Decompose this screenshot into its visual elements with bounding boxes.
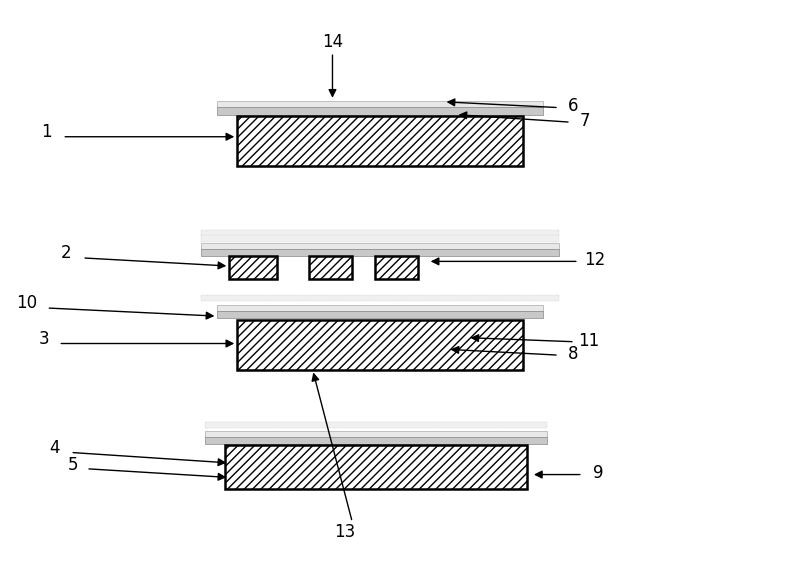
Text: 13: 13 [334, 523, 355, 540]
Bar [202, 295, 559, 301]
Bar [206, 431, 547, 437]
Text: 3: 3 [38, 330, 50, 349]
Bar [229, 256, 277, 279]
Text: 4: 4 [49, 439, 60, 457]
Text: 8: 8 [568, 345, 578, 363]
Bar [202, 249, 559, 256]
Bar [309, 256, 352, 279]
Bar [202, 230, 559, 236]
Bar [218, 107, 543, 115]
Text: 14: 14 [322, 34, 343, 51]
Bar [202, 243, 559, 249]
Bar [237, 116, 523, 166]
Text: 2: 2 [61, 244, 72, 262]
Text: 1: 1 [41, 123, 52, 141]
Text: 9: 9 [594, 464, 604, 482]
Text: 12: 12 [584, 250, 606, 269]
Text: 10: 10 [16, 295, 37, 312]
Text: 7: 7 [580, 112, 590, 130]
Text: 6: 6 [568, 98, 578, 115]
Bar [202, 235, 559, 242]
Bar [374, 256, 418, 279]
Text: 11: 11 [578, 332, 600, 350]
Text: 5: 5 [67, 456, 78, 475]
Bar [206, 422, 547, 428]
Bar [206, 437, 547, 445]
Bar [218, 305, 543, 311]
Bar [237, 320, 523, 370]
Bar [218, 101, 543, 107]
Bar [218, 311, 543, 319]
Bar [226, 446, 527, 489]
